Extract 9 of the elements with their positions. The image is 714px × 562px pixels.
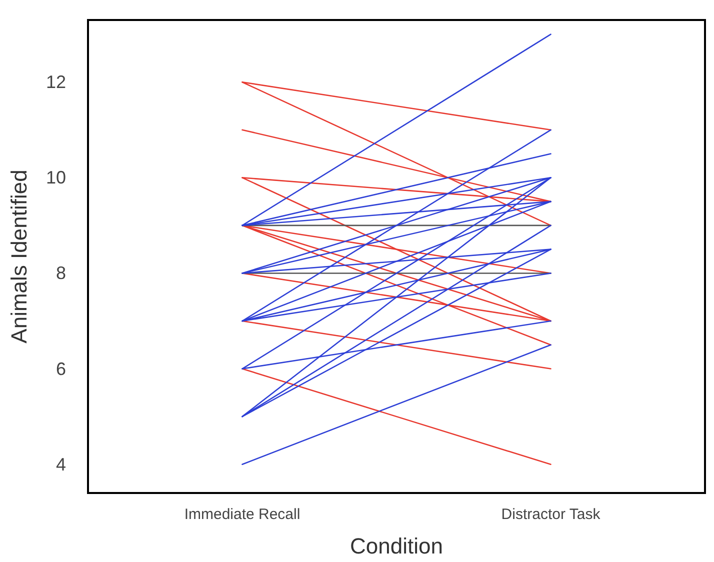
x-tick-label: Immediate Recall bbox=[184, 506, 300, 523]
y-tick-label: 4 bbox=[56, 454, 66, 474]
y-tick-label: 8 bbox=[56, 263, 66, 284]
y-tick-label: 10 bbox=[46, 168, 66, 188]
x-axis-title: Condition bbox=[350, 534, 443, 558]
x-tick-label: Distractor Task bbox=[501, 506, 601, 523]
y-axis-title: Animals Identified bbox=[6, 170, 32, 344]
y-tick-label: 12 bbox=[46, 72, 66, 92]
y-tick-label: 6 bbox=[56, 358, 66, 379]
